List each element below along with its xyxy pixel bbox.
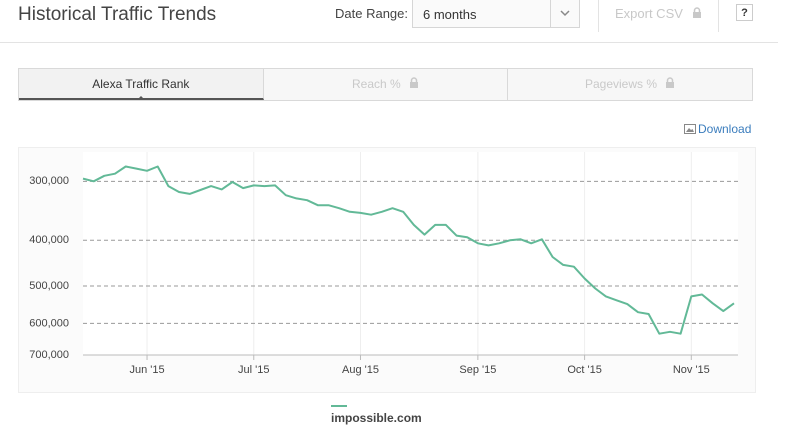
download-link[interactable]: Download [684, 122, 751, 136]
header: Historical Traffic Trends Date Range: 6 … [0, 0, 778, 43]
y-tick-label: 600,000 [29, 317, 69, 329]
download-label: Download [698, 122, 752, 136]
tab-label: Alexa Traffic Rank [92, 77, 190, 91]
date-range-value: 6 months [423, 7, 477, 22]
tab: Reach % [264, 69, 509, 100]
tab-caret [136, 96, 145, 100]
plot-area [83, 152, 738, 355]
y-tick-label: 300,000 [29, 175, 69, 187]
x-tick-label: Nov '15 [673, 364, 710, 376]
lock-icon [666, 77, 675, 88]
separator [598, 0, 599, 32]
tab: Pageviews % [508, 69, 752, 100]
y-tick-label: 700,000 [29, 349, 69, 361]
dropdown-arrow[interactable] [550, 0, 579, 27]
tab-bar: Alexa Traffic Rank Reach % Pageviews % [18, 68, 753, 101]
image-icon [684, 124, 696, 134]
page-title: Historical Traffic Trends [18, 4, 217, 25]
x-tick-label: Aug '15 [342, 364, 379, 376]
x-tick-label: Jul '15 [238, 364, 269, 376]
y-tick-label: 500,000 [29, 280, 69, 292]
export-label: Export CSV [615, 6, 683, 21]
chart: Jun '15 Jul '15 Aug '15 Sep '15 Oct '15 Nov '… [18, 147, 756, 425]
help-button[interactable]: ? [736, 4, 753, 21]
x-tick-label: Sep '15 [459, 364, 496, 376]
x-tick-label: Jun '15 [129, 364, 164, 376]
separator [718, 0, 719, 32]
lock-icon [692, 7, 701, 18]
export-csv: Export CSV [615, 6, 702, 21]
tab[interactable]: Alexa Traffic Rank [19, 69, 264, 100]
chevron [560, 10, 570, 17]
y-tick-label: 400,000 [29, 234, 69, 246]
tab-label: Reach % [351, 77, 401, 91]
lock-icon [410, 77, 419, 88]
date-range-label: Date Range: [335, 6, 408, 21]
x-tick-label: Oct '15 [567, 364, 602, 376]
legend-label: impossible.com [331, 411, 422, 425]
series-line [82, 165, 735, 335]
tab-label: Pageviews % [584, 77, 658, 91]
date-range-dropdown[interactable]: 6 months [412, 0, 580, 28]
